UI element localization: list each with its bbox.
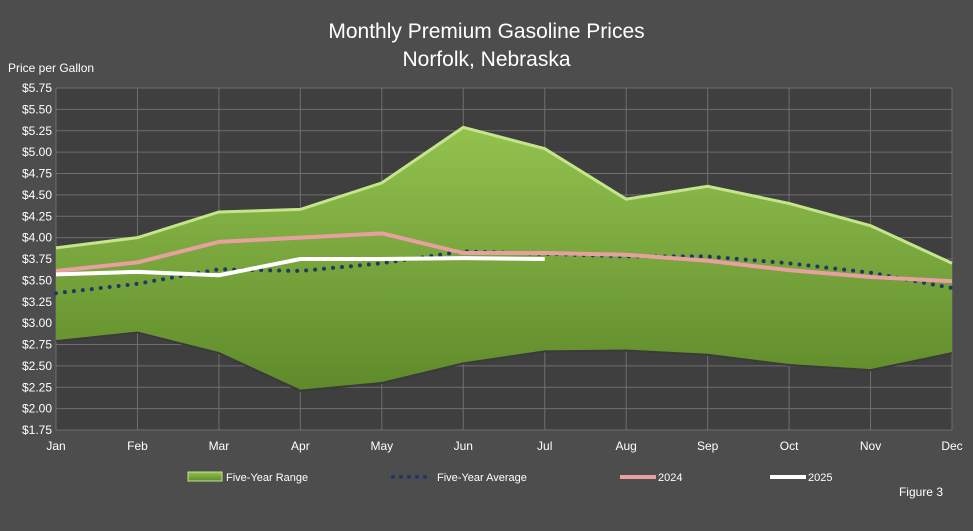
series-layer (54, 125, 954, 392)
x-tick-label: Nov (860, 439, 881, 453)
x-tick-label: Apr (291, 439, 310, 453)
y-tick-label: $3.50 (22, 273, 52, 287)
x-tick-label: Aug (616, 439, 637, 453)
five-year-range-high-edge (55, 125, 953, 265)
x-tick-label: May (370, 439, 393, 453)
y-tick-label: $5.50 (22, 102, 52, 116)
legend-label-2024: 2024 (658, 472, 682, 484)
y-tick-label: $3.25 (22, 295, 52, 309)
y-tick-label: $5.75 (22, 81, 52, 95)
x-tick-label: Oct (780, 439, 799, 453)
x-tick-labels: Jan Feb Mar Apr May Jun Jul Aug Sep Oct Nov Dec (46, 439, 962, 453)
y-tick-label: $4.50 (22, 188, 52, 202)
x-tick-label: Feb (127, 439, 148, 453)
y-tick-label: $2.50 (22, 359, 52, 373)
y-tick-label: $2.00 (22, 402, 52, 416)
y-tick-label: $5.25 (22, 124, 52, 138)
series-line-2025 (55, 256, 545, 278)
y-tick-label: $1.75 (22, 423, 52, 437)
chart-subtitle: Norfolk, Nebraska (402, 48, 571, 71)
legend-swatch-five-year-range (187, 471, 223, 482)
legend-label-five-year-average: Five-Year Average (437, 472, 527, 484)
legend-label-2025: 2025 (808, 472, 832, 484)
legend: Five-Year Range Five-Year Average 2024 2025 (187, 471, 832, 484)
y-tick-labels: $1.75 $2.00 $2.25 $2.50 $2.75 $3.00 $3.25 $3.50… (22, 81, 52, 437)
y-tick-label: $2.25 (22, 380, 52, 394)
y-tick-label: $4.75 (22, 167, 52, 181)
y-tick-label: $4.00 (22, 231, 52, 245)
x-tick-label: Jul (537, 439, 552, 453)
y-tick-label: $3.75 (22, 252, 52, 266)
x-tick-label: Jan (46, 439, 65, 453)
y-tick-label: $2.75 (22, 338, 52, 352)
x-tick-label: Mar (209, 439, 230, 453)
y-tick-label: $3.00 (22, 316, 52, 330)
y-axis-label: Price per Gallon (8, 61, 95, 75)
legend-label-five-year-range: Five-Year Range (226, 472, 308, 484)
y-tick-label: $5.00 (22, 145, 52, 159)
x-tick-label: Jun (454, 439, 473, 453)
x-tick-label: Sep (697, 439, 719, 453)
figure-label: Figure 3 (898, 485, 943, 499)
chart-title: Monthly Premium Gasoline Prices (328, 20, 645, 43)
series-line-2024 (55, 231, 953, 284)
five-year-range-low-edge (55, 331, 953, 392)
x-tick-label: Dec (941, 439, 962, 453)
y-tick-label: $4.25 (22, 209, 52, 223)
